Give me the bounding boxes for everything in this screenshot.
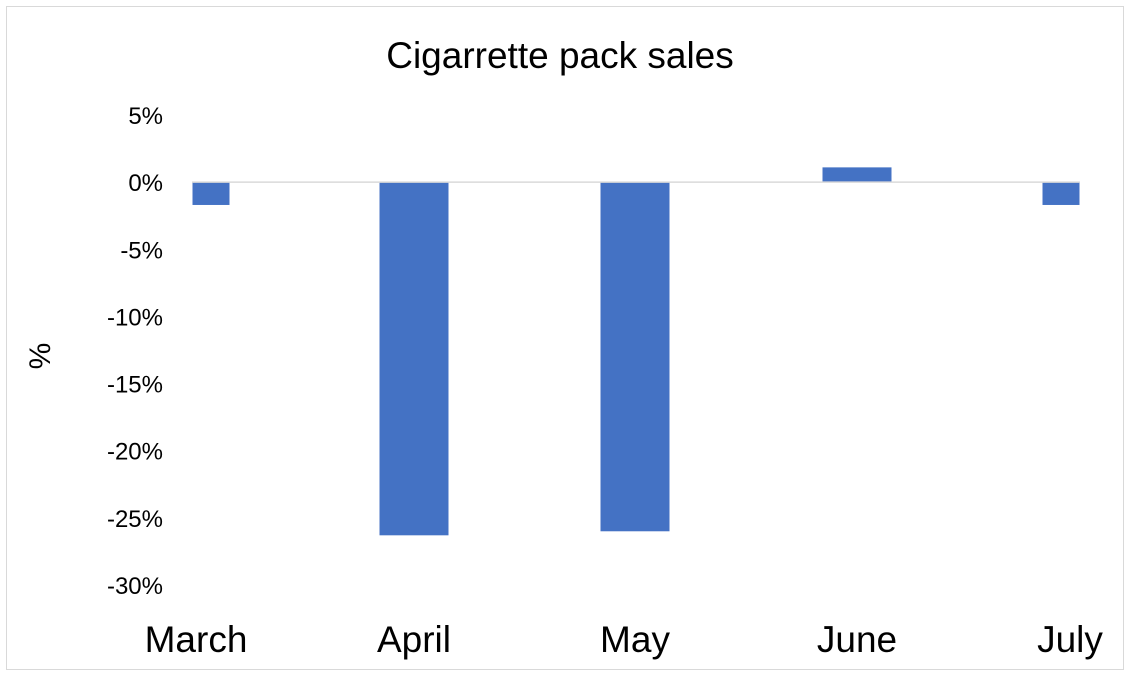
y-tick-label: -10% bbox=[107, 304, 163, 331]
bar-april bbox=[379, 182, 449, 536]
x-category-label: March bbox=[145, 619, 248, 660]
y-tick-label: -30% bbox=[107, 573, 163, 600]
y-tick-label: 5% bbox=[128, 103, 163, 130]
bar-june bbox=[822, 167, 892, 183]
x-axis-categories: March April May June July bbox=[145, 619, 1104, 660]
y-tick-label: -20% bbox=[107, 439, 163, 466]
y-axis-ticks: 5% 0% -5% -10% -15% -20% -25% -30% bbox=[107, 103, 163, 600]
y-tick-label: -5% bbox=[120, 237, 163, 264]
x-category-label: July bbox=[1037, 619, 1103, 660]
bar-may bbox=[600, 182, 670, 532]
bars bbox=[192, 167, 1080, 536]
y-tick-label: -15% bbox=[107, 372, 163, 399]
x-category-label: June bbox=[817, 619, 897, 660]
chart-area bbox=[6, 6, 1124, 670]
y-tick-label: 0% bbox=[128, 170, 163, 197]
x-category-label: May bbox=[600, 619, 670, 660]
x-category-label: April bbox=[377, 619, 451, 660]
y-tick-label: -25% bbox=[107, 506, 163, 533]
y-axis-label: % bbox=[24, 343, 57, 370]
bar-march bbox=[192, 182, 230, 205]
bar-july bbox=[1042, 182, 1080, 205]
chart-title: Cigarrette pack sales bbox=[386, 35, 734, 76]
